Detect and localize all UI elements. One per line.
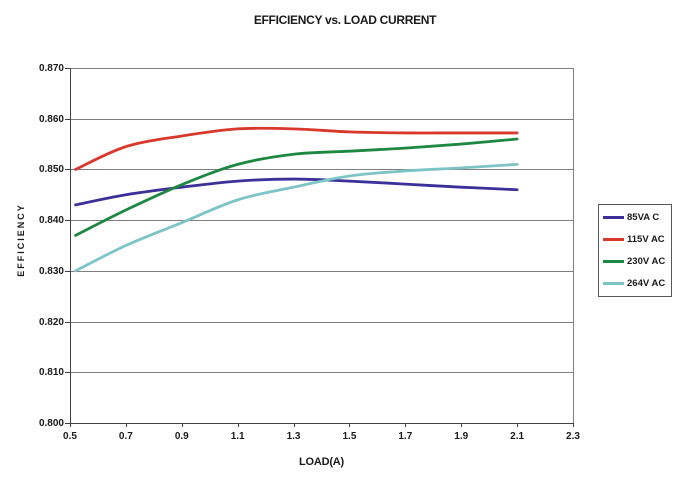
y-axis-title: EFFICIENCY: [16, 203, 26, 277]
legend-line-swatch: [603, 238, 624, 242]
y-tick-label: 0.860: [38, 113, 64, 125]
series-line-115v-ac: [74, 126, 519, 171]
x-tick-label: 1.7: [398, 431, 413, 442]
legend-item-85va-c: 85VA C: [603, 212, 671, 223]
legend-line-swatch: [603, 281, 624, 285]
x-tick-label: 0.5: [63, 431, 77, 442]
legend-item-230v-ac: 230V AC: [603, 256, 671, 267]
x-tick-label: 1.1: [230, 431, 245, 442]
series-line-85va-c: [74, 177, 519, 207]
x-tick-label: 2.1: [510, 431, 525, 442]
x-tick-label: 1.9: [454, 431, 469, 442]
y-tick-label: 0.820: [38, 316, 64, 328]
x-tick-label: 0.7: [118, 431, 133, 442]
y-tick-label: 0.800: [38, 418, 64, 429]
x-tick-label: 1.5: [342, 431, 357, 442]
y-tick-label: 0.850: [38, 164, 64, 176]
legend-label: 85VA C: [627, 212, 660, 224]
y-tick-label: 0.810: [38, 367, 64, 379]
legend: 85VA C 115V AC 230V AC 264V AC: [598, 204, 672, 297]
x-tick-label: 2.3: [566, 431, 580, 442]
x-tick-label: 1.3: [286, 431, 301, 442]
legend-line-swatch: [603, 216, 624, 220]
legend-label: 115V AC: [627, 234, 665, 246]
x-tick-label: 0.9: [174, 431, 189, 442]
y-tick-label: 0.840: [38, 215, 64, 227]
x-axis-title: LOAD(A): [298, 456, 345, 468]
y-tick-label: 0.830: [38, 265, 64, 277]
legend-item-264v-ac: 264V AC: [603, 278, 671, 289]
y-tick-label: 0.870: [38, 63, 64, 74]
legend-label: 230V AC: [627, 255, 666, 267]
legend-item-115v-ac: 115V AC: [603, 234, 671, 245]
series-line-264v-ac: [74, 162, 519, 273]
legend-line-swatch: [603, 259, 624, 263]
chart-title: EFFICIENCY vs. LOAD CURRENT: [253, 13, 437, 27]
series-line-230v-ac: [74, 137, 519, 237]
legend-label: 264V AC: [627, 277, 666, 289]
